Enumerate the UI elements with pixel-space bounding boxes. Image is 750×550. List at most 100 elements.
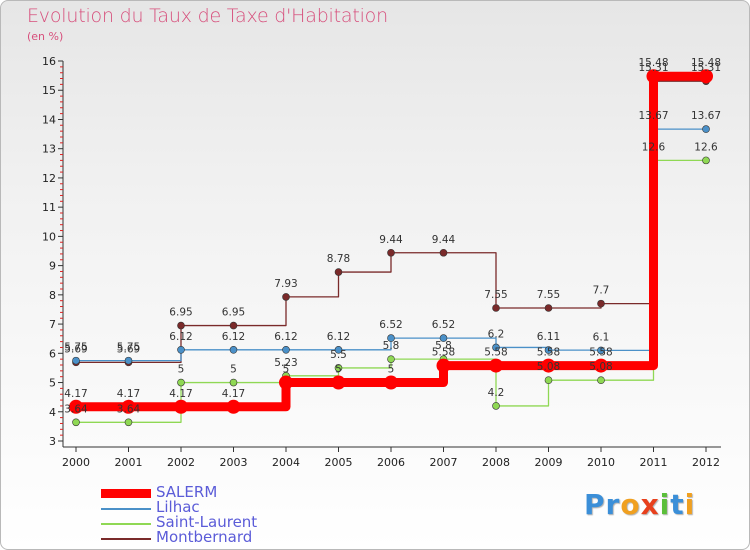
data-label: 5 bbox=[388, 364, 395, 376]
data-label: 5.69 bbox=[117, 343, 140, 355]
data-point bbox=[229, 345, 238, 354]
data-point bbox=[229, 378, 238, 387]
y-tick-label: 10 bbox=[42, 230, 56, 243]
data-label: 7.55 bbox=[484, 289, 507, 301]
proxiti-logo: Proxiti bbox=[584, 488, 695, 521]
data-label: 6.95 bbox=[169, 307, 192, 319]
data-label: 5.58 bbox=[484, 347, 507, 359]
data-point bbox=[387, 334, 395, 342]
data-label: 5.23 bbox=[274, 357, 297, 369]
data-point bbox=[334, 345, 343, 354]
data-point bbox=[492, 343, 500, 352]
chart-subtitle: (en %) bbox=[27, 30, 64, 43]
data-point bbox=[226, 399, 241, 414]
data-label: 5.75 bbox=[64, 342, 87, 354]
legend-swatch bbox=[101, 508, 151, 510]
data-label: 6.12 bbox=[274, 331, 297, 343]
data-label: 6.52 bbox=[379, 319, 402, 331]
data-point bbox=[229, 321, 238, 330]
data-point bbox=[492, 402, 500, 410]
y-tick-label: 15 bbox=[42, 84, 56, 97]
x-tick-label: 2005 bbox=[325, 456, 353, 469]
logo-letter: t bbox=[670, 488, 685, 521]
y-tick-label: 16 bbox=[42, 55, 56, 68]
data-point bbox=[439, 248, 448, 257]
data-point bbox=[177, 345, 185, 354]
legend-item-montbernard: Montbernard bbox=[101, 528, 301, 546]
data-point bbox=[282, 293, 290, 301]
data-label: 6.1 bbox=[593, 331, 610, 343]
data-point bbox=[699, 69, 713, 84]
data-label: 4.2 bbox=[488, 387, 505, 399]
data-point bbox=[544, 346, 553, 354]
data-point bbox=[439, 334, 448, 342]
data-label: 6.52 bbox=[432, 319, 455, 331]
data-point bbox=[492, 304, 500, 312]
x-tick-label: 2009 bbox=[535, 456, 563, 469]
data-point bbox=[597, 376, 605, 385]
data-label: 5.08 bbox=[537, 361, 560, 373]
data-label: 15.48 bbox=[691, 57, 721, 69]
data-point bbox=[597, 346, 605, 355]
data-point bbox=[436, 358, 451, 373]
data-label: 5 bbox=[230, 364, 237, 376]
data-label: 5.58 bbox=[432, 347, 455, 359]
data-point bbox=[72, 356, 80, 365]
data-point bbox=[702, 156, 710, 165]
data-label: 5 bbox=[335, 364, 342, 376]
data-point bbox=[646, 69, 661, 84]
data-label: 4.17 bbox=[169, 388, 192, 400]
y-tick-label: 14 bbox=[42, 113, 56, 126]
series-line-salerm bbox=[71, 71, 711, 412]
y-tick-label: 5 bbox=[49, 377, 56, 390]
data-label: 9.44 bbox=[432, 234, 456, 246]
data-label: 5.08 bbox=[589, 361, 612, 373]
logo-letter: i bbox=[659, 488, 671, 521]
x-tick-label: 2006 bbox=[377, 456, 405, 469]
data-point bbox=[384, 375, 398, 390]
x-tick-label: 2000 bbox=[62, 456, 90, 469]
legend-label: Saint-Laurent bbox=[156, 513, 258, 531]
legend-label: Lilhac bbox=[156, 498, 200, 516]
data-point bbox=[387, 355, 395, 363]
x-tick-label: 2001 bbox=[115, 456, 143, 469]
data-label: 3.64 bbox=[117, 403, 141, 415]
x-tick-label: 2007 bbox=[430, 456, 458, 469]
logo-letter: P bbox=[584, 488, 606, 521]
x-tick-label: 2002 bbox=[167, 456, 195, 469]
data-point bbox=[489, 358, 503, 373]
data-label: 7.7 bbox=[593, 285, 610, 297]
data-label: 5.58 bbox=[589, 347, 612, 359]
data-label: 8.78 bbox=[327, 253, 350, 265]
x-tick-label: 2003 bbox=[220, 456, 248, 469]
logo-letter: r bbox=[605, 488, 621, 521]
x-tick-label: 2012 bbox=[692, 456, 720, 469]
data-label: 5.75 bbox=[117, 342, 140, 354]
data-point bbox=[124, 418, 133, 427]
data-label: 6.95 bbox=[222, 307, 245, 319]
legend-swatch bbox=[101, 538, 151, 540]
data-label: 7.93 bbox=[274, 278, 297, 290]
x-tick-label: 2004 bbox=[272, 456, 300, 469]
data-point bbox=[282, 345, 290, 354]
logo-letter: i bbox=[684, 488, 696, 521]
data-point bbox=[702, 125, 710, 133]
chart-title: Evolution du Taux de Taxe d'Habitation bbox=[27, 5, 388, 27]
y-tick-label: 12 bbox=[42, 172, 56, 185]
data-label: 6.11 bbox=[537, 331, 560, 343]
data-label: 5.8 bbox=[435, 340, 452, 352]
x-tick-label: 2011 bbox=[640, 456, 668, 469]
legend-item-salerm: SALERM bbox=[101, 483, 301, 501]
data-label: 5.5 bbox=[330, 349, 347, 361]
data-point bbox=[594, 358, 608, 373]
y-tick-label: 9 bbox=[49, 260, 56, 273]
data-label: 5.8 bbox=[383, 340, 400, 352]
data-label: 15.31 bbox=[638, 62, 668, 74]
data-label: 6.2 bbox=[488, 328, 505, 340]
data-label: 6.12 bbox=[169, 331, 192, 343]
logo-letter: o bbox=[620, 488, 641, 521]
data-point bbox=[174, 399, 188, 414]
data-point bbox=[387, 248, 395, 257]
